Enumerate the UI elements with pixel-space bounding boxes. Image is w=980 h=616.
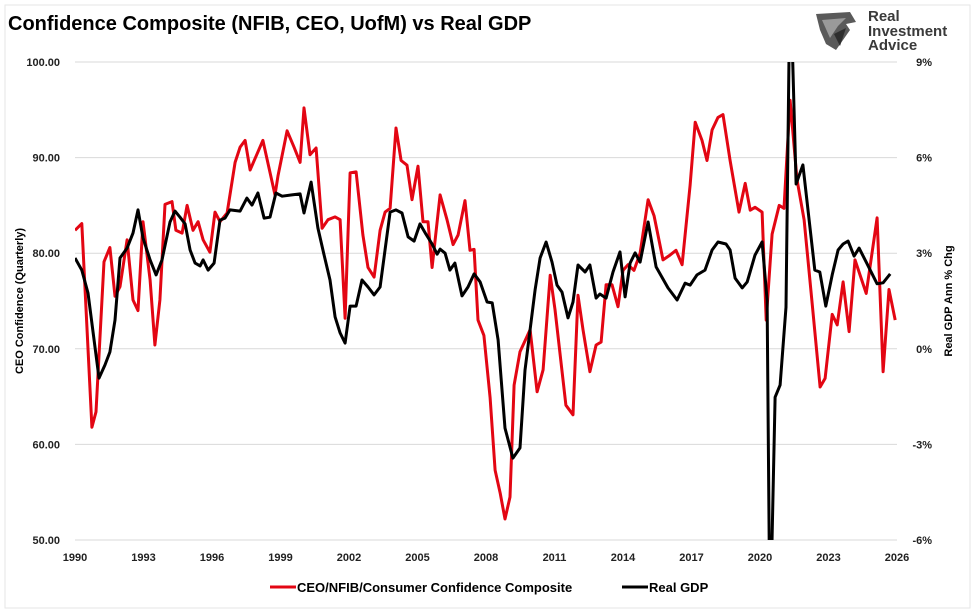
- chart-frame: [4, 4, 971, 609]
- y-right-tick-label: -6%: [912, 535, 932, 547]
- y-axis-right-ticks: -6% -3% 0% 3% 6% 9%: [912, 57, 932, 547]
- x-tick-label: 2017: [679, 552, 703, 564]
- y-left-tick-label: 60.00: [32, 439, 60, 451]
- x-tick-label: 1990: [63, 552, 87, 564]
- logo-text-line2: Investment: [868, 23, 947, 40]
- logo-text-line3: Advice: [868, 37, 917, 54]
- logo: Real Investment Advice: [816, 8, 947, 54]
- series-line-gdp: [75, 62, 892, 540]
- x-tick-label: 1993: [131, 552, 155, 564]
- y-right-tick-label: 9%: [916, 57, 932, 69]
- chart-title: Confidence Composite (NFIB, CEO, UofM) v…: [8, 13, 531, 35]
- y-axis-left-ticks: 50.00 60.00 70.00 80.00 90.00 100.00: [26, 57, 60, 547]
- y-right-tick-label: 3%: [916, 248, 932, 260]
- x-tick-label: 2014: [611, 552, 636, 564]
- y-axis-left-label: CEO Confidence (Quarterly): [14, 228, 26, 374]
- legend-label-gdp: Real GDP: [649, 580, 709, 595]
- x-tick-label: 2005: [405, 552, 429, 564]
- legend: CEO/NFIB/Consumer Confidence Composite R…: [270, 580, 709, 595]
- y-left-tick-label: 90.00: [32, 153, 60, 165]
- plot-area: [75, 62, 897, 540]
- x-tick-label: 1999: [268, 552, 292, 564]
- legend-label-confidence: CEO/NFIB/Consumer Confidence Composite: [297, 580, 572, 595]
- eagle-shield-icon: [816, 12, 856, 50]
- x-tick-label: 2008: [474, 552, 498, 564]
- y-axis-right-label: Real GDP Ann % Chg: [943, 245, 955, 356]
- x-tick-label: 1996: [200, 552, 224, 564]
- y-right-tick-label: 0%: [916, 344, 932, 356]
- x-tick-label: 2011: [543, 552, 567, 564]
- y-left-tick-label: 100.00: [26, 57, 60, 69]
- y-right-tick-label: -3%: [912, 439, 932, 451]
- x-axis-ticks: 1990 1993 1996 1999 2002 2005 2008 2011 2014 2017…: [63, 552, 909, 564]
- x-tick-label: 2026: [885, 552, 909, 564]
- logo-text-line1: Real: [868, 8, 900, 25]
- x-tick-label: 2020: [748, 552, 772, 564]
- y-left-tick-label: 70.00: [32, 344, 60, 356]
- series-line-confidence: [75, 98, 897, 521]
- y-left-tick-label: 80.00: [32, 248, 60, 260]
- y-left-tick-label: 50.00: [32, 535, 60, 547]
- y-right-tick-label: 6%: [916, 153, 932, 165]
- x-tick-label: 2023: [816, 552, 840, 564]
- x-tick-label: 2002: [337, 552, 361, 564]
